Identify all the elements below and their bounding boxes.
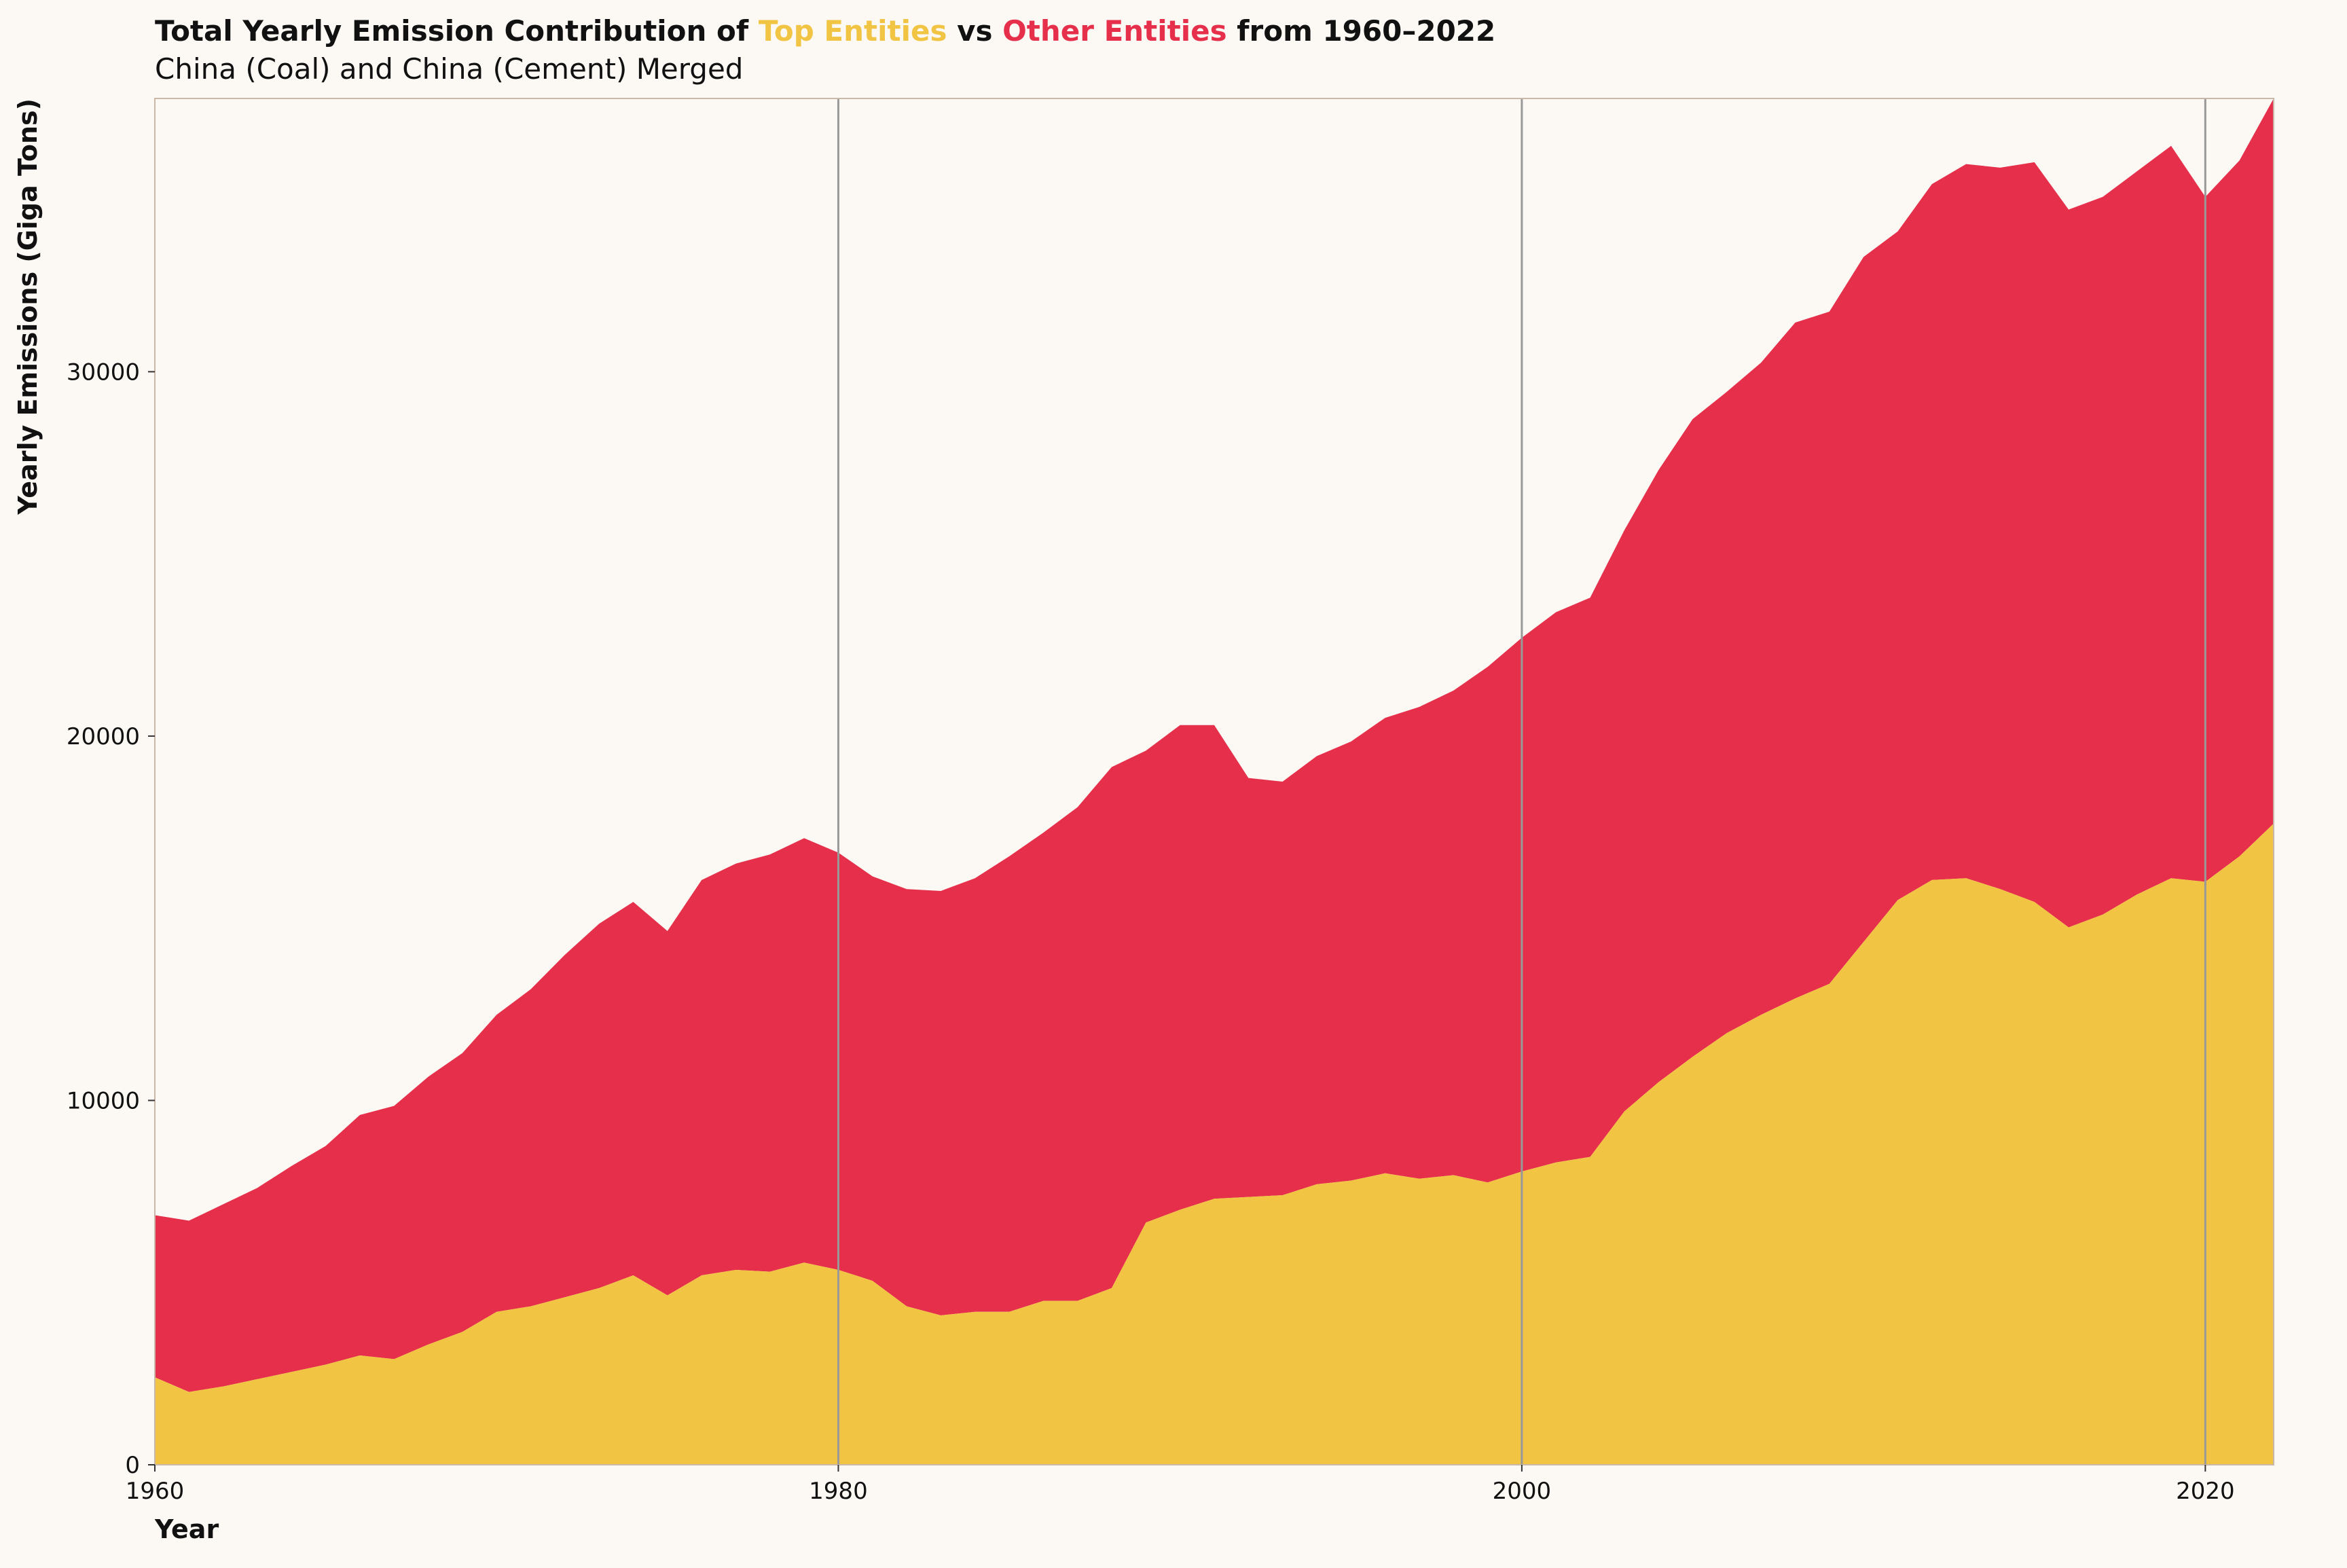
title-suffix: from 1960–2022 (1227, 14, 1496, 48)
title-middle: vs (947, 14, 1002, 48)
x-tick-label-2020: 2020 (2176, 1478, 2235, 1505)
chart-subtitle: China (Coal) and China (Cement) Merged (155, 52, 743, 86)
x-axis-ticks: 1960 1980 2000 2020 (126, 1465, 2235, 1505)
y-tick-label-30000: 30000 (67, 359, 140, 386)
area-top-entities (155, 823, 2274, 1465)
y-tick-label-0: 0 (125, 1452, 140, 1479)
y-axis-label: Yearly Emissions (Giga Tons) (13, 98, 43, 515)
y-tick-label-20000: 20000 (67, 723, 140, 750)
chart-title: Total Yearly Emission Contribution of To… (155, 14, 1495, 48)
y-axis-ticks: 0 10000 20000 30000 (67, 359, 155, 1479)
x-tick-label-1980: 1980 (809, 1478, 868, 1505)
y-tick-label-10000: 10000 (67, 1087, 140, 1114)
title-prefix: Total Yearly Emission Contribution of (155, 14, 759, 48)
title-series-other: Other Entities (1002, 14, 1227, 48)
x-tick-label-1960: 1960 (126, 1478, 185, 1505)
plot-frame (154, 98, 2274, 1465)
x-tick-label-2000: 2000 (1493, 1478, 1552, 1505)
plot-area (154, 98, 2274, 1465)
x-axis-label: Year (154, 1514, 219, 1544)
title-series-top: Top Entities (759, 14, 947, 48)
area-other-entities (155, 98, 2274, 1392)
